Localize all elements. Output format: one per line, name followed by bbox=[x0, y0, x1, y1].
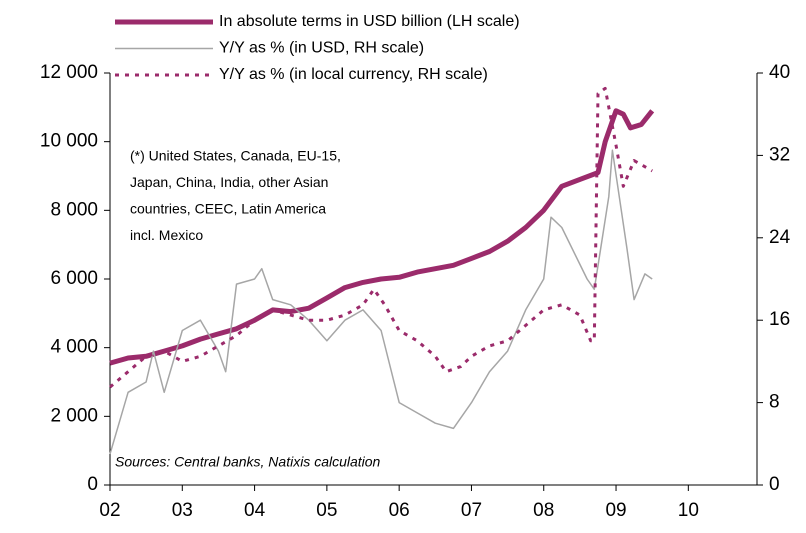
annotation: (*) United States, Canada, EU-15, bbox=[130, 148, 341, 164]
y2-tick-label: 16 bbox=[769, 309, 790, 330]
x-tick-label: 02 bbox=[99, 500, 120, 521]
annotation: countries, CEEC, Latin America bbox=[130, 201, 326, 217]
x-tick-label: 07 bbox=[461, 500, 482, 521]
y-tick-label: 10 000 bbox=[40, 131, 98, 152]
y-tick-label: 2 000 bbox=[50, 405, 98, 426]
series-line bbox=[109, 149, 653, 455]
x-tick-label: 10 bbox=[678, 500, 699, 521]
y2-tick-label: 32 bbox=[769, 144, 790, 165]
y2-tick-label: 24 bbox=[769, 227, 791, 248]
legend-label: Y/Y as % (in USD, RH scale) bbox=[219, 40, 424, 57]
y2-tick-label: 0 bbox=[769, 474, 780, 495]
y-tick-label: 4 000 bbox=[50, 337, 98, 358]
y-tick-label: 6 000 bbox=[50, 268, 98, 289]
x-tick-label: 09 bbox=[605, 500, 626, 521]
source-note: Sources: Central banks, Natixis calculat… bbox=[115, 454, 381, 470]
legend-label: Y/Y as % (in local currency, RH scale) bbox=[219, 66, 488, 83]
y-tick-label: 0 bbox=[87, 474, 98, 495]
y-tick-label: 8 000 bbox=[50, 199, 98, 220]
y2-tick-label: 40 bbox=[769, 62, 790, 83]
y2-tick-label: 8 bbox=[769, 392, 780, 413]
x-tick-label: 05 bbox=[316, 500, 337, 521]
annotation: incl. Mexico bbox=[130, 227, 203, 243]
x-tick-label: 03 bbox=[172, 500, 193, 521]
x-tick-label: 08 bbox=[533, 500, 554, 521]
annotation: Japan, China, India, other Asian bbox=[130, 174, 328, 190]
x-tick-label: 06 bbox=[389, 500, 410, 521]
y-tick-label: 12 000 bbox=[40, 62, 98, 83]
x-tick-label: 04 bbox=[244, 500, 266, 521]
legend-label: In absolute terms in USD billion (LH sca… bbox=[219, 13, 520, 30]
